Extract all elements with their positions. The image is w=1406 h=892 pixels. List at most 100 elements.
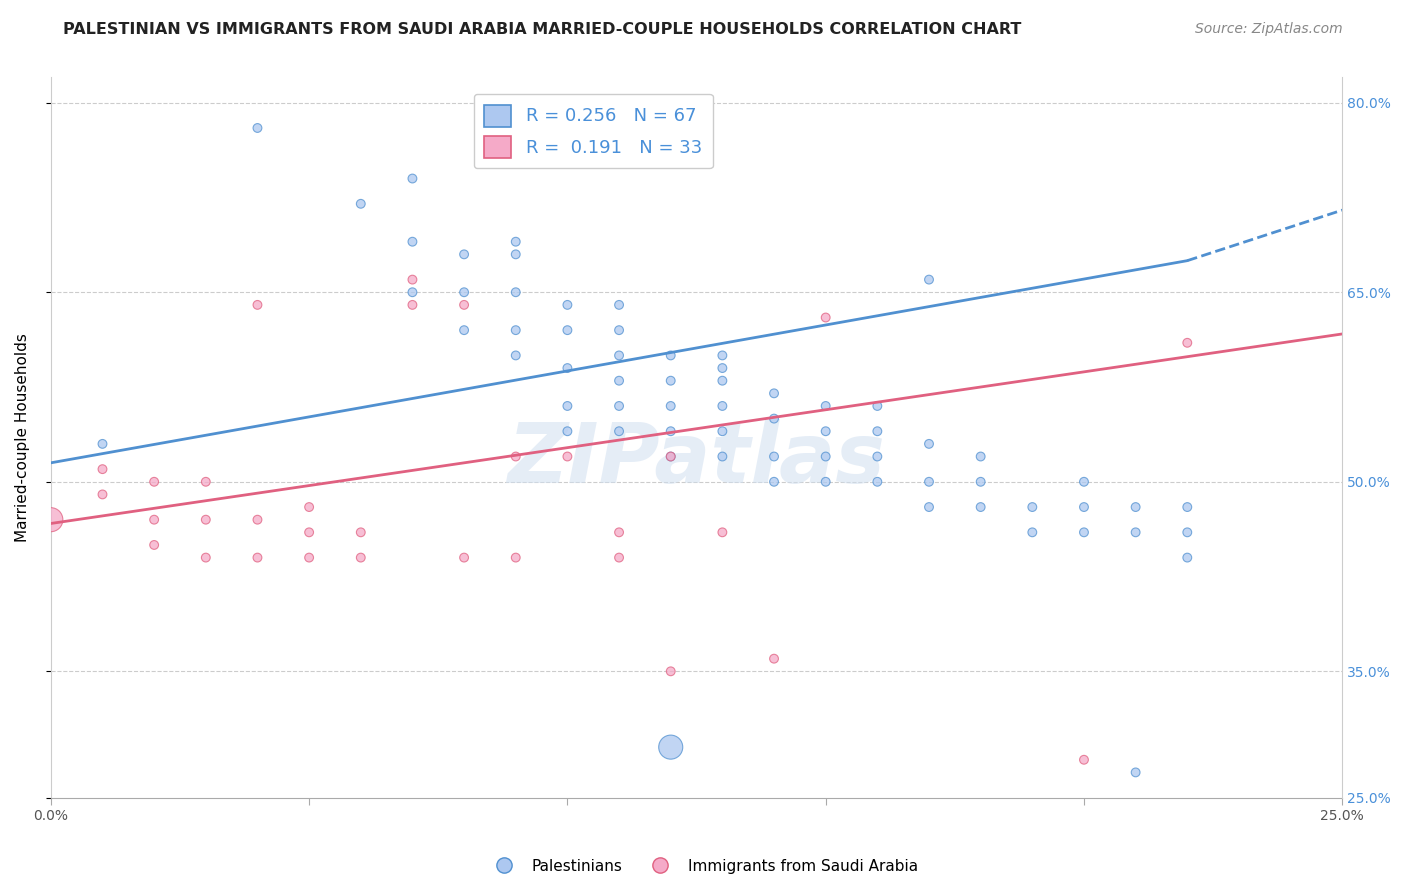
Point: [401, 272, 423, 286]
Point: [1175, 500, 1198, 514]
Point: [453, 298, 475, 312]
Point: [453, 550, 475, 565]
Point: [246, 298, 269, 312]
Point: [607, 399, 630, 413]
Point: [969, 450, 991, 464]
Point: [350, 525, 373, 540]
Point: [298, 525, 321, 540]
Point: [763, 651, 786, 665]
Point: [814, 450, 837, 464]
Point: [401, 235, 423, 249]
Point: [246, 513, 269, 527]
Point: [298, 500, 321, 514]
Point: [143, 513, 166, 527]
Point: [1073, 500, 1095, 514]
Point: [711, 348, 734, 362]
Point: [659, 374, 682, 388]
Point: [711, 424, 734, 438]
Point: [453, 247, 475, 261]
Point: [505, 348, 527, 362]
Point: [814, 475, 837, 489]
Point: [557, 424, 579, 438]
Point: [918, 475, 941, 489]
Point: [659, 665, 682, 679]
Point: [557, 450, 579, 464]
Point: [557, 361, 579, 376]
Point: [298, 550, 321, 565]
Point: [91, 437, 114, 451]
Point: [1073, 753, 1095, 767]
Text: ZIPatlas: ZIPatlas: [508, 418, 886, 500]
Point: [711, 450, 734, 464]
Point: [505, 235, 527, 249]
Point: [1021, 500, 1043, 514]
Point: [91, 487, 114, 501]
Point: [918, 437, 941, 451]
Point: [659, 424, 682, 438]
Point: [607, 424, 630, 438]
Point: [866, 424, 889, 438]
Point: [866, 450, 889, 464]
Point: [557, 298, 579, 312]
Point: [763, 475, 786, 489]
Legend: R = 0.256   N = 67, R =  0.191   N = 33: R = 0.256 N = 67, R = 0.191 N = 33: [474, 94, 713, 169]
Point: [607, 348, 630, 362]
Point: [763, 450, 786, 464]
Point: [557, 399, 579, 413]
Point: [1073, 525, 1095, 540]
Point: [711, 361, 734, 376]
Point: [659, 450, 682, 464]
Point: [194, 550, 217, 565]
Point: [1073, 475, 1095, 489]
Point: [969, 475, 991, 489]
Point: [814, 424, 837, 438]
Text: PALESTINIAN VS IMMIGRANTS FROM SAUDI ARABIA MARRIED-COUPLE HOUSEHOLDS CORRELATIO: PALESTINIAN VS IMMIGRANTS FROM SAUDI ARA…: [63, 22, 1022, 37]
Point: [659, 348, 682, 362]
Point: [453, 285, 475, 300]
Point: [711, 399, 734, 413]
Point: [143, 538, 166, 552]
Point: [659, 399, 682, 413]
Point: [91, 462, 114, 476]
Point: [814, 310, 837, 325]
Point: [1021, 525, 1043, 540]
Text: Source: ZipAtlas.com: Source: ZipAtlas.com: [1195, 22, 1343, 37]
Point: [246, 120, 269, 135]
Point: [453, 323, 475, 337]
Point: [505, 450, 527, 464]
Point: [505, 550, 527, 565]
Point: [711, 374, 734, 388]
Point: [1125, 765, 1147, 780]
Point: [607, 323, 630, 337]
Point: [246, 550, 269, 565]
Point: [918, 500, 941, 514]
Point: [557, 323, 579, 337]
Point: [1175, 525, 1198, 540]
Point: [1175, 550, 1198, 565]
Point: [143, 475, 166, 489]
Point: [350, 550, 373, 565]
Point: [607, 298, 630, 312]
Point: [866, 475, 889, 489]
Point: [918, 272, 941, 286]
Point: [969, 500, 991, 514]
Point: [401, 285, 423, 300]
Point: [607, 550, 630, 565]
Point: [659, 450, 682, 464]
Point: [505, 285, 527, 300]
Point: [194, 475, 217, 489]
Point: [1175, 335, 1198, 350]
Point: [814, 399, 837, 413]
Point: [659, 740, 682, 755]
Point: [505, 247, 527, 261]
Point: [401, 298, 423, 312]
Point: [194, 513, 217, 527]
Point: [1125, 525, 1147, 540]
Point: [401, 171, 423, 186]
Point: [763, 386, 786, 401]
Y-axis label: Married-couple Households: Married-couple Households: [15, 333, 30, 542]
Point: [505, 323, 527, 337]
Point: [866, 399, 889, 413]
Point: [607, 525, 630, 540]
Point: [39, 513, 62, 527]
